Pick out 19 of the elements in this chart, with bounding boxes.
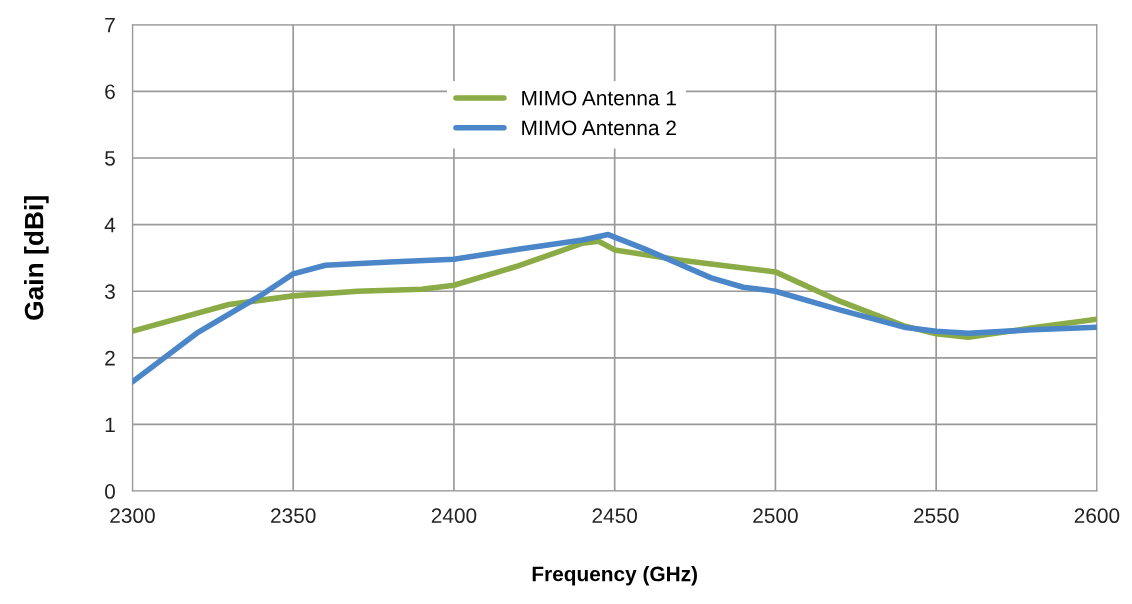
- legend-label: MIMO Antenna 2: [522, 120, 676, 136]
- x-tick-label: 2500: [753, 508, 798, 524]
- y-tick-label: 3: [104, 284, 115, 299]
- legend-label: MIMO Antenna 1: [522, 90, 676, 106]
- x-tick-label: 2300: [110, 508, 155, 524]
- x-tick-label: 2550: [914, 508, 959, 524]
- x-tick-label: 2600: [1074, 508, 1120, 524]
- y-tick-label: 0: [105, 484, 115, 499]
- x-axis-title: Frequency (GHz): [532, 566, 697, 586]
- y-tick-label: 5: [105, 151, 115, 166]
- y-tick-label: 6: [105, 84, 115, 100]
- y-tick-label: 2: [105, 350, 115, 366]
- y-tick-label: 1: [105, 417, 115, 432]
- y-tick-label: 4: [104, 217, 116, 233]
- x-tick-label: 2450: [592, 508, 638, 524]
- x-tick-label: 2400: [431, 508, 477, 524]
- x-tick-label: 2350: [271, 508, 316, 524]
- y-axis-title: Gain [dBi]: [24, 196, 49, 320]
- y-tick-label: 7: [105, 17, 115, 33]
